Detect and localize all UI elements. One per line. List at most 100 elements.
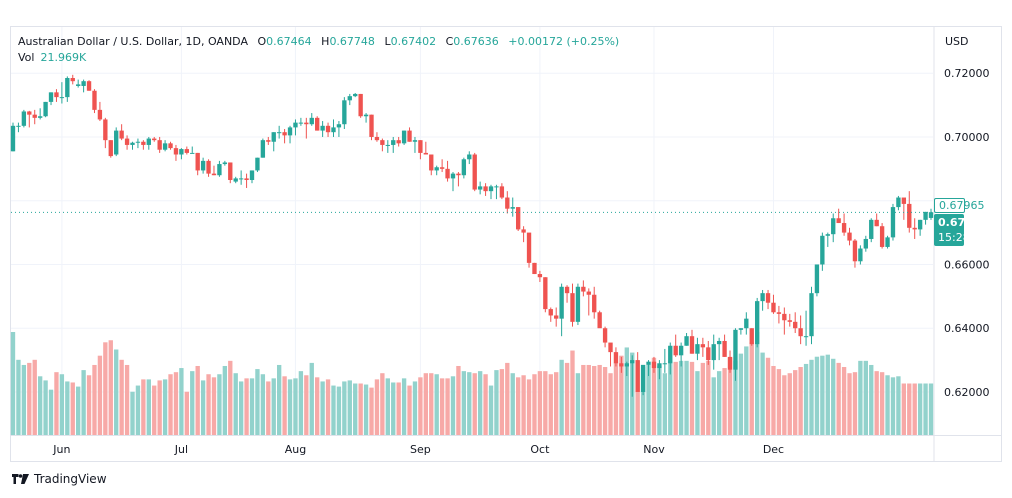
- volume-bar: [814, 356, 820, 435]
- candle: [418, 140, 423, 160]
- volume-bar: [331, 385, 336, 435]
- candle-body: [472, 154, 477, 190]
- candle: [733, 328, 738, 381]
- candle: [624, 361, 629, 377]
- candle-body: [738, 328, 744, 330]
- volume-bar: [65, 381, 70, 435]
- candle: [114, 127, 119, 157]
- candle: [70, 74, 75, 85]
- volume-bar: [401, 378, 407, 435]
- candle-body: [184, 149, 189, 153]
- volume-bar: [445, 378, 450, 435]
- candle-body: [217, 164, 222, 176]
- candle-body: [401, 130, 407, 144]
- candle-body: [456, 173, 461, 176]
- candle: [602, 326, 608, 348]
- volume-bar: [793, 370, 798, 435]
- candle-body: [613, 352, 619, 364]
- candle: [662, 348, 668, 373]
- volume-bar: [689, 361, 695, 435]
- candle-body: [206, 160, 211, 174]
- volume-bar: [97, 355, 103, 435]
- candle-body: [793, 321, 798, 329]
- candle: [43, 101, 48, 118]
- candle-body: [32, 114, 37, 118]
- candle: [619, 356, 624, 373]
- volume-bar: [342, 381, 347, 435]
- candle: [135, 138, 141, 149]
- volume-bar: [461, 371, 467, 435]
- volume-bar: [912, 383, 917, 435]
- volume-bar: [760, 352, 765, 435]
- candle: [86, 80, 92, 91]
- candle-body: [879, 226, 885, 247]
- volume-bar: [293, 378, 298, 435]
- volume-bar: [135, 385, 141, 435]
- volume-bar: [646, 364, 651, 435]
- candle-body: [16, 125, 21, 127]
- tradingview-branding[interactable]: TradingView: [12, 472, 107, 486]
- candle: [412, 136, 418, 153]
- volume-bar: [771, 365, 776, 435]
- candle: [885, 235, 890, 249]
- candle: [238, 170, 244, 185]
- volume-bar: [222, 365, 228, 435]
- volume-bar: [450, 376, 456, 435]
- volume-bar: [765, 357, 771, 435]
- price-axis: USD 0.72000 0.70000 0.66000 0.64000 0.62000: [944, 35, 990, 399]
- candle: [76, 79, 81, 88]
- volume-bar: [592, 365, 597, 435]
- time-tick-label: Jul: [174, 443, 188, 456]
- volume-bar: [727, 357, 733, 435]
- volume-bar: [86, 375, 92, 435]
- volume-bar: [586, 364, 591, 435]
- candle: [798, 315, 803, 345]
- candle-body: [124, 138, 130, 145]
- ohlc-legend: Australian Dollar / U.S. Dollar, 1D, OAN…: [18, 34, 619, 50]
- volume-bar: [543, 371, 548, 435]
- candle: [592, 286, 597, 319]
- candle-body: [135, 141, 141, 143]
- candle-body: [179, 149, 184, 155]
- candle: [228, 162, 233, 184]
- candle: [21, 109, 27, 128]
- time-tick-label: Oct: [530, 443, 550, 456]
- candle: [510, 197, 515, 217]
- candle: [521, 226, 526, 243]
- candle-body: [108, 140, 113, 157]
- volume-bar: [103, 342, 108, 435]
- candle-body: [266, 140, 271, 142]
- volume-bar: [782, 375, 787, 435]
- candle: [678, 342, 684, 367]
- candle-body: [423, 152, 429, 155]
- volume-bar: [434, 374, 439, 435]
- candle-body: [602, 328, 608, 343]
- volume-bar: [494, 370, 499, 435]
- candle-body: [439, 167, 445, 169]
- volume-bar: [744, 346, 749, 435]
- candle-body: [103, 119, 108, 141]
- volume-bar: [613, 362, 619, 435]
- volume-bar: [81, 370, 86, 435]
- bar-countdown: 15:28:26: [938, 231, 988, 244]
- candle-body: [222, 162, 228, 165]
- candle-body: [434, 167, 439, 171]
- volume-bar: [711, 377, 716, 435]
- volume-bar: [554, 372, 559, 435]
- candle-body: [396, 140, 401, 144]
- volume-bar: [358, 383, 363, 435]
- candle-body: [640, 364, 646, 392]
- candles: [10, 74, 934, 397]
- candle: [651, 356, 657, 373]
- candle-body: [825, 234, 830, 236]
- volume-bar: [369, 387, 374, 435]
- candle: [401, 130, 407, 145]
- volume-bar: [722, 368, 727, 435]
- candle: [847, 227, 852, 246]
- tradingview-logo-icon: [12, 474, 29, 484]
- candle-body: [70, 78, 75, 82]
- candle-body: [923, 211, 928, 220]
- volume-bar: [439, 378, 445, 435]
- candle-body: [896, 197, 901, 208]
